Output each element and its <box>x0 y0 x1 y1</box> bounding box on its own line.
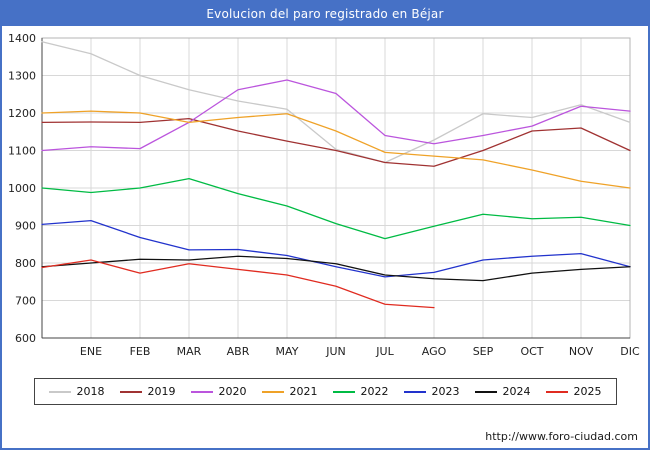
y-tick-label: 1400 <box>8 32 36 45</box>
legend-label-2020: 2020 <box>218 385 247 398</box>
x-tick-label: OCT <box>520 345 543 358</box>
legend-label-2021: 2021 <box>289 385 318 398</box>
y-tick-label: 1000 <box>8 182 36 195</box>
series-line-2024 <box>41 255 631 282</box>
chart-area: 600 700 800 900 1000 1100 1200 1300 1400 ENE FEB MA… <box>2 26 648 366</box>
series-line-2022 <box>41 177 631 240</box>
x-tick-label: DIC <box>620 345 640 358</box>
chart-legend: 2018 2019 2020 2021 2022 2023 2024 2025 <box>33 378 617 405</box>
legend-item-2022: 2022 <box>332 385 389 398</box>
legend-swatch-2023 <box>403 390 426 393</box>
series-line-2021 <box>41 110 631 189</box>
legend-item-2023: 2023 <box>403 385 460 398</box>
legend-item-2020: 2020 <box>190 385 247 398</box>
legend-swatch-2024 <box>474 390 497 393</box>
y-tick-label: 600 <box>15 332 36 345</box>
x-tick-label: FEB <box>130 345 151 358</box>
legend-label-2019: 2019 <box>147 385 176 398</box>
line-chart: 600 700 800 900 1000 1100 1200 1300 1400 ENE FEB MA… <box>8 32 640 358</box>
y-tick-label: 1300 <box>8 70 36 83</box>
legend-swatch-2021 <box>261 390 284 393</box>
legend-swatch-2022 <box>332 390 355 393</box>
x-tick-label: SEP <box>473 345 494 358</box>
y-tick-label: 1100 <box>8 145 36 158</box>
legend-item-2025: 2025 <box>545 385 602 398</box>
legend-label-2025: 2025 <box>573 385 602 398</box>
series-line-2020 <box>41 79 631 152</box>
legend-item-2021: 2021 <box>261 385 318 398</box>
legend-swatch-2025 <box>545 390 568 393</box>
legend-item-2019: 2019 <box>119 385 176 398</box>
y-tick-label: 900 <box>15 220 36 233</box>
legend-item-2024: 2024 <box>474 385 531 398</box>
x-tick-label: NOV <box>569 345 594 358</box>
series-line-2018 <box>41 41 631 164</box>
legend-label-2022: 2022 <box>360 385 389 398</box>
x-tick-label: ABR <box>227 345 250 358</box>
series-line-2019 <box>41 117 631 167</box>
x-tick-label: ENE <box>80 345 102 358</box>
footer-bar: http://www.foro-ciudad.com <box>2 430 648 448</box>
series-line-2023 <box>41 219 631 278</box>
y-tick-label: 800 <box>15 257 36 270</box>
x-tick-label: JUL <box>375 345 394 358</box>
footer-url[interactable]: http://www.foro-ciudad.com <box>485 430 638 443</box>
series-line-2025 <box>41 259 435 309</box>
x-tick-label: MAR <box>177 345 202 358</box>
legend-swatch-2018 <box>48 390 71 393</box>
x-tick-label: JUN <box>325 345 346 358</box>
legend-label-2024: 2024 <box>502 385 531 398</box>
x-tick-label: AGO <box>422 345 447 358</box>
legend-swatch-2020 <box>190 390 213 393</box>
x-tick-label: MAY <box>276 345 299 358</box>
legend-label-2018: 2018 <box>76 385 105 398</box>
y-tick-label: 1200 <box>8 107 36 120</box>
legend-swatch-2019 <box>119 390 142 393</box>
legend-item-2018: 2018 <box>48 385 105 398</box>
chart-title: Evolucion del paro registrado en Béjar <box>2 2 648 26</box>
y-tick-label: 700 <box>15 295 36 308</box>
legend-label-2023: 2023 <box>431 385 460 398</box>
